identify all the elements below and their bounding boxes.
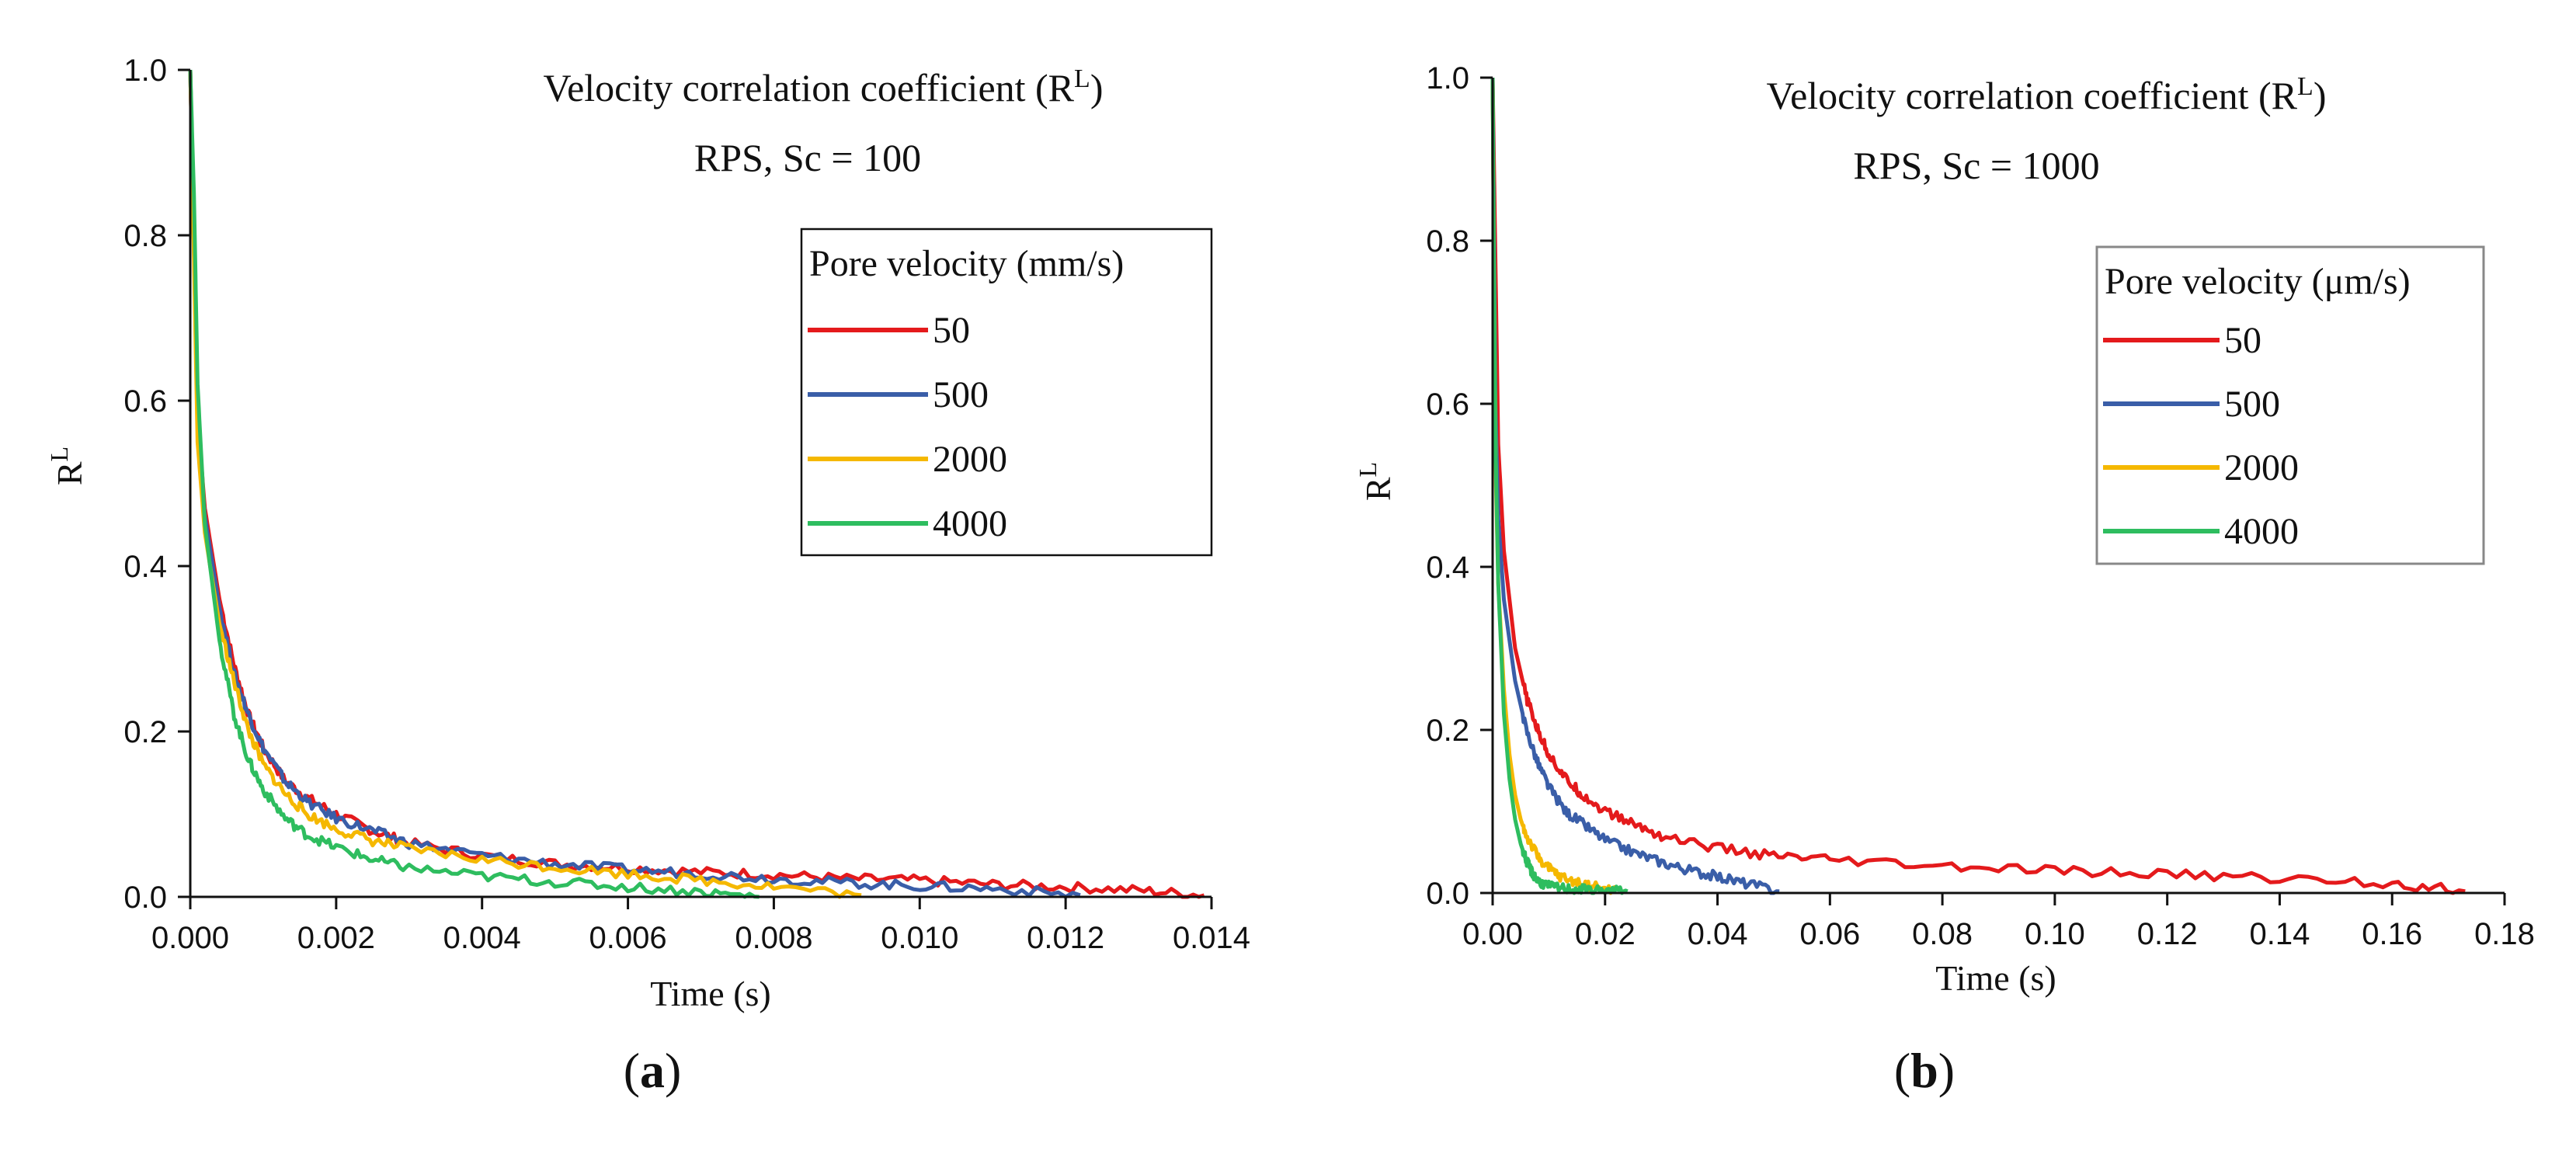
- x-axis-title: Time (s): [650, 974, 771, 1013]
- legend-label-2000: 2000: [2224, 447, 2299, 488]
- x-tick-label: 0.002: [297, 921, 375, 955]
- y-axis-title: RL: [1354, 462, 1398, 501]
- x-tick-label: 0.14: [2250, 917, 2310, 951]
- legend-label-500: 500: [2224, 384, 2280, 425]
- y-tick-label: 1.0: [123, 54, 167, 88]
- panel-label-b: (b): [1894, 1043, 1955, 1098]
- y-tick-label: 1.0: [1426, 61, 1469, 96]
- legend-label-50: 50: [933, 310, 970, 351]
- series-line-500: [1490, 77, 1780, 895]
- y-tick-label: 0.4: [123, 550, 167, 584]
- legend-label-2000: 2000: [933, 439, 1007, 480]
- legend-a: Pore velocity (mm/s) 50 500 2000 4000: [800, 228, 1213, 557]
- x-tick-label: 0.10: [2025, 917, 2085, 951]
- series-line-4000: [188, 69, 760, 899]
- series-line-2000: [1490, 77, 1618, 895]
- x-tick-label: 0.012: [1027, 921, 1104, 955]
- legend-label-4000: 4000: [2224, 511, 2299, 552]
- legend-label-500: 500: [933, 374, 989, 415]
- panel-b: 0.00 0.02 0.04 0.06 0.08 0.10 0.12 0.14 0.16 0.18…: [1354, 61, 2535, 1098]
- panel-label-a: (a): [624, 1043, 682, 1098]
- x-axis-title: Time (s): [1935, 958, 2056, 998]
- x-tick-label: 0.08: [1912, 917, 1973, 951]
- y-axis-title: RL: [45, 446, 89, 485]
- y-tick-label: 0.0: [123, 881, 167, 915]
- panel-label-letter: a: [640, 1043, 665, 1098]
- y-tick-label: 0.2: [1426, 714, 1469, 748]
- axes-a: [189, 70, 1212, 898]
- legend-label-4000: 4000: [933, 503, 1007, 544]
- ticks-a: 0.000 0.002 0.004 0.006 0.008 0.010 0.012 0.014…: [123, 54, 1250, 955]
- series-layer-a: [188, 69, 1205, 899]
- y-axis-title-main: R: [1358, 477, 1398, 501]
- chart-title: Velocity correlation coefficient (RL): [1767, 72, 2327, 118]
- chart-title-sup: L: [2297, 72, 2314, 101]
- y-tick-label: 0.6: [1426, 387, 1469, 422]
- x-tick-label: 0.12: [2137, 917, 2198, 951]
- series-layer-b: [1490, 77, 2466, 895]
- x-tick-label: 0.008: [735, 921, 812, 955]
- legend-label-50: 50: [2224, 320, 2261, 361]
- series-line-500: [188, 69, 1081, 899]
- x-tick-label: 0.014: [1173, 921, 1250, 955]
- chart-title-main: Velocity correlation coefficient (R: [544, 66, 1075, 109]
- legend-title: Pore velocity (μm/s): [2105, 261, 2411, 302]
- legend-b: Pore velocity (μm/s) 50 500 2000 4000: [2095, 245, 2485, 565]
- chart-title-close: ): [2314, 74, 2327, 117]
- x-tick-label: 0.04: [1688, 917, 1748, 951]
- chart-title-main: Velocity correlation coefficient (R: [1767, 74, 2298, 117]
- y-tick-label: 0.8: [123, 219, 167, 253]
- chart-title-close: ): [1090, 66, 1104, 109]
- x-tick-label: 0.006: [589, 921, 667, 955]
- legend-title: Pore velocity (mm/s): [809, 243, 1124, 284]
- y-tick-label: 0.2: [123, 715, 167, 749]
- panel-a: 0.000 0.002 0.004 0.006 0.008 0.010 0.012 0.014…: [45, 54, 1250, 1098]
- ticks-b: 0.00 0.02 0.04 0.06 0.08 0.10 0.12 0.14 0.16 0.18…: [1426, 61, 2535, 951]
- y-axis-title-main: R: [50, 461, 89, 485]
- y-tick-label: 0.6: [123, 384, 167, 419]
- x-tick-label: 0.000: [151, 921, 229, 955]
- y-tick-label: 0.8: [1426, 224, 1469, 259]
- y-tick-label: 0.0: [1426, 877, 1469, 911]
- y-axis-title-sup: L: [45, 446, 73, 462]
- x-tick-label: 0.02: [1575, 917, 1636, 951]
- chart-title: Velocity correlation coefficient (RL): [544, 64, 1104, 110]
- x-tick-label: 0.18: [2474, 917, 2535, 951]
- x-tick-label: 0.004: [443, 921, 521, 955]
- panel-label-letter: b: [1910, 1043, 1938, 1098]
- chart-subtitle: RPS, Sc = 100: [694, 136, 921, 179]
- chart-title-sup: L: [1074, 64, 1090, 93]
- x-tick-label: 0.06: [1799, 917, 1860, 951]
- x-tick-label: 0.16: [2362, 917, 2422, 951]
- series-line-2000: [188, 69, 862, 899]
- x-tick-label: 0.010: [881, 921, 958, 955]
- series-line-50: [1490, 77, 2466, 895]
- chart-subtitle: RPS, Sc = 1000: [1853, 144, 2099, 187]
- y-tick-label: 0.4: [1426, 551, 1469, 585]
- y-axis-title-sup: L: [1354, 462, 1382, 478]
- axes-b: [1491, 78, 2505, 895]
- x-tick-label: 0.00: [1462, 917, 1523, 951]
